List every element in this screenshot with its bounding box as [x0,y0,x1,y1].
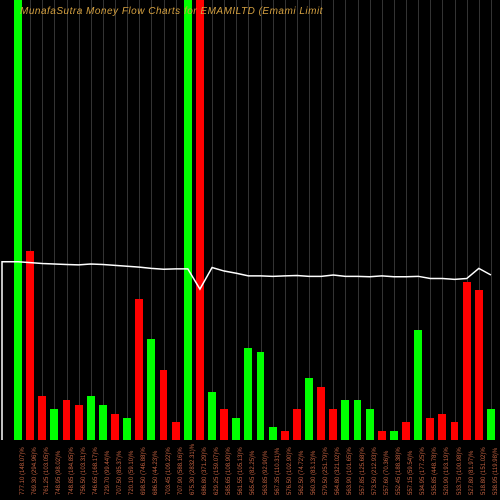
money-flow-line [0,0,500,440]
x-axis-label: 535.85 (448.78)% [432,447,438,495]
x-axis-label: 707.50 (85.37)% [117,451,123,495]
x-axis-label: 629.25 (159.07)% [214,447,220,495]
x-axis-label: 563.90 (101.65)% [347,447,353,495]
x-axis-label: 777.10 (148.07)% [20,447,26,495]
x-axis-label: 698.50 (746.88)% [141,447,147,495]
x-axis-label: 534.95 (177.25)% [420,447,426,495]
x-axis-label: 675.30 (2832.31)% [190,444,196,495]
x-axis-label: 573.50 (212.93)% [372,447,378,495]
x-axis-label: 576.50 (102.90)% [287,447,293,495]
x-axis-label: 579.50 (251.79)% [323,447,329,495]
x-axis-label: 769.30 (294.96)% [32,447,38,495]
x-axis-label: 557.15 (59.54)% [408,451,414,495]
x-axis: 777.10 (148.07)% 769.30 (294.96)% 761.25 (… [0,440,500,500]
x-axis-label: 585.65 (108.90)% [226,447,232,495]
x-axis-label: 538.95 (119.98)% [493,448,499,495]
x-axis-label: 560.30 (83.13)% [311,451,317,495]
x-axis-label: 729.70 (99.44)% [105,451,111,495]
x-axis-label: 562.50 (74.72)% [299,451,305,495]
chart-title: MunafaSutra Money Flow Charts for EMAMIL… [20,6,323,17]
x-axis-label: 557.60 (70.36)% [384,451,390,495]
x-axis-label: 518.80 (151.02)% [481,447,487,495]
x-axis-label: 748.85 (184.85)% [69,447,75,495]
x-axis-label: 520.90 (193.19)% [444,447,450,495]
x-axis-label: 746.65 (168.17)% [93,447,99,495]
x-axis-label: 533.75 (100.98)% [457,447,463,495]
x-axis-label: 686.80 (371.29)% [202,447,208,495]
x-axis-label: 720.10 (59.10)% [129,451,135,495]
x-axis-label: 567.35 (110.31)% [275,448,281,495]
x-axis-label: 527.80 (81.97)% [469,451,475,495]
x-axis-label: 703.45 (109.22)% [166,447,172,495]
x-axis-label: 552.45 (188.38)% [396,447,402,495]
x-axis-label: 563.85 (92.90)% [263,451,269,495]
x-axis-label: 557.85 (125.68)% [360,447,366,495]
money-flow-chart: MunafaSutra Money Flow Charts for EMAMIL… [0,0,500,500]
x-axis-label: 561.55 (105.13)% [238,447,244,495]
x-axis-label: 761.25 (103.05)% [44,447,50,495]
x-axis-label: 565.45 (82.25)% [250,451,256,495]
x-axis-label: 748.95 (98.02)% [56,451,62,495]
x-axis-label: 686.50 (44.23)% [153,451,159,495]
x-axis-label: 564.80 (321.02)% [335,447,341,495]
x-axis-label: 756.50 (103.31)% [81,447,87,495]
x-axis-label: 707.90 (588.16)% [178,447,184,495]
